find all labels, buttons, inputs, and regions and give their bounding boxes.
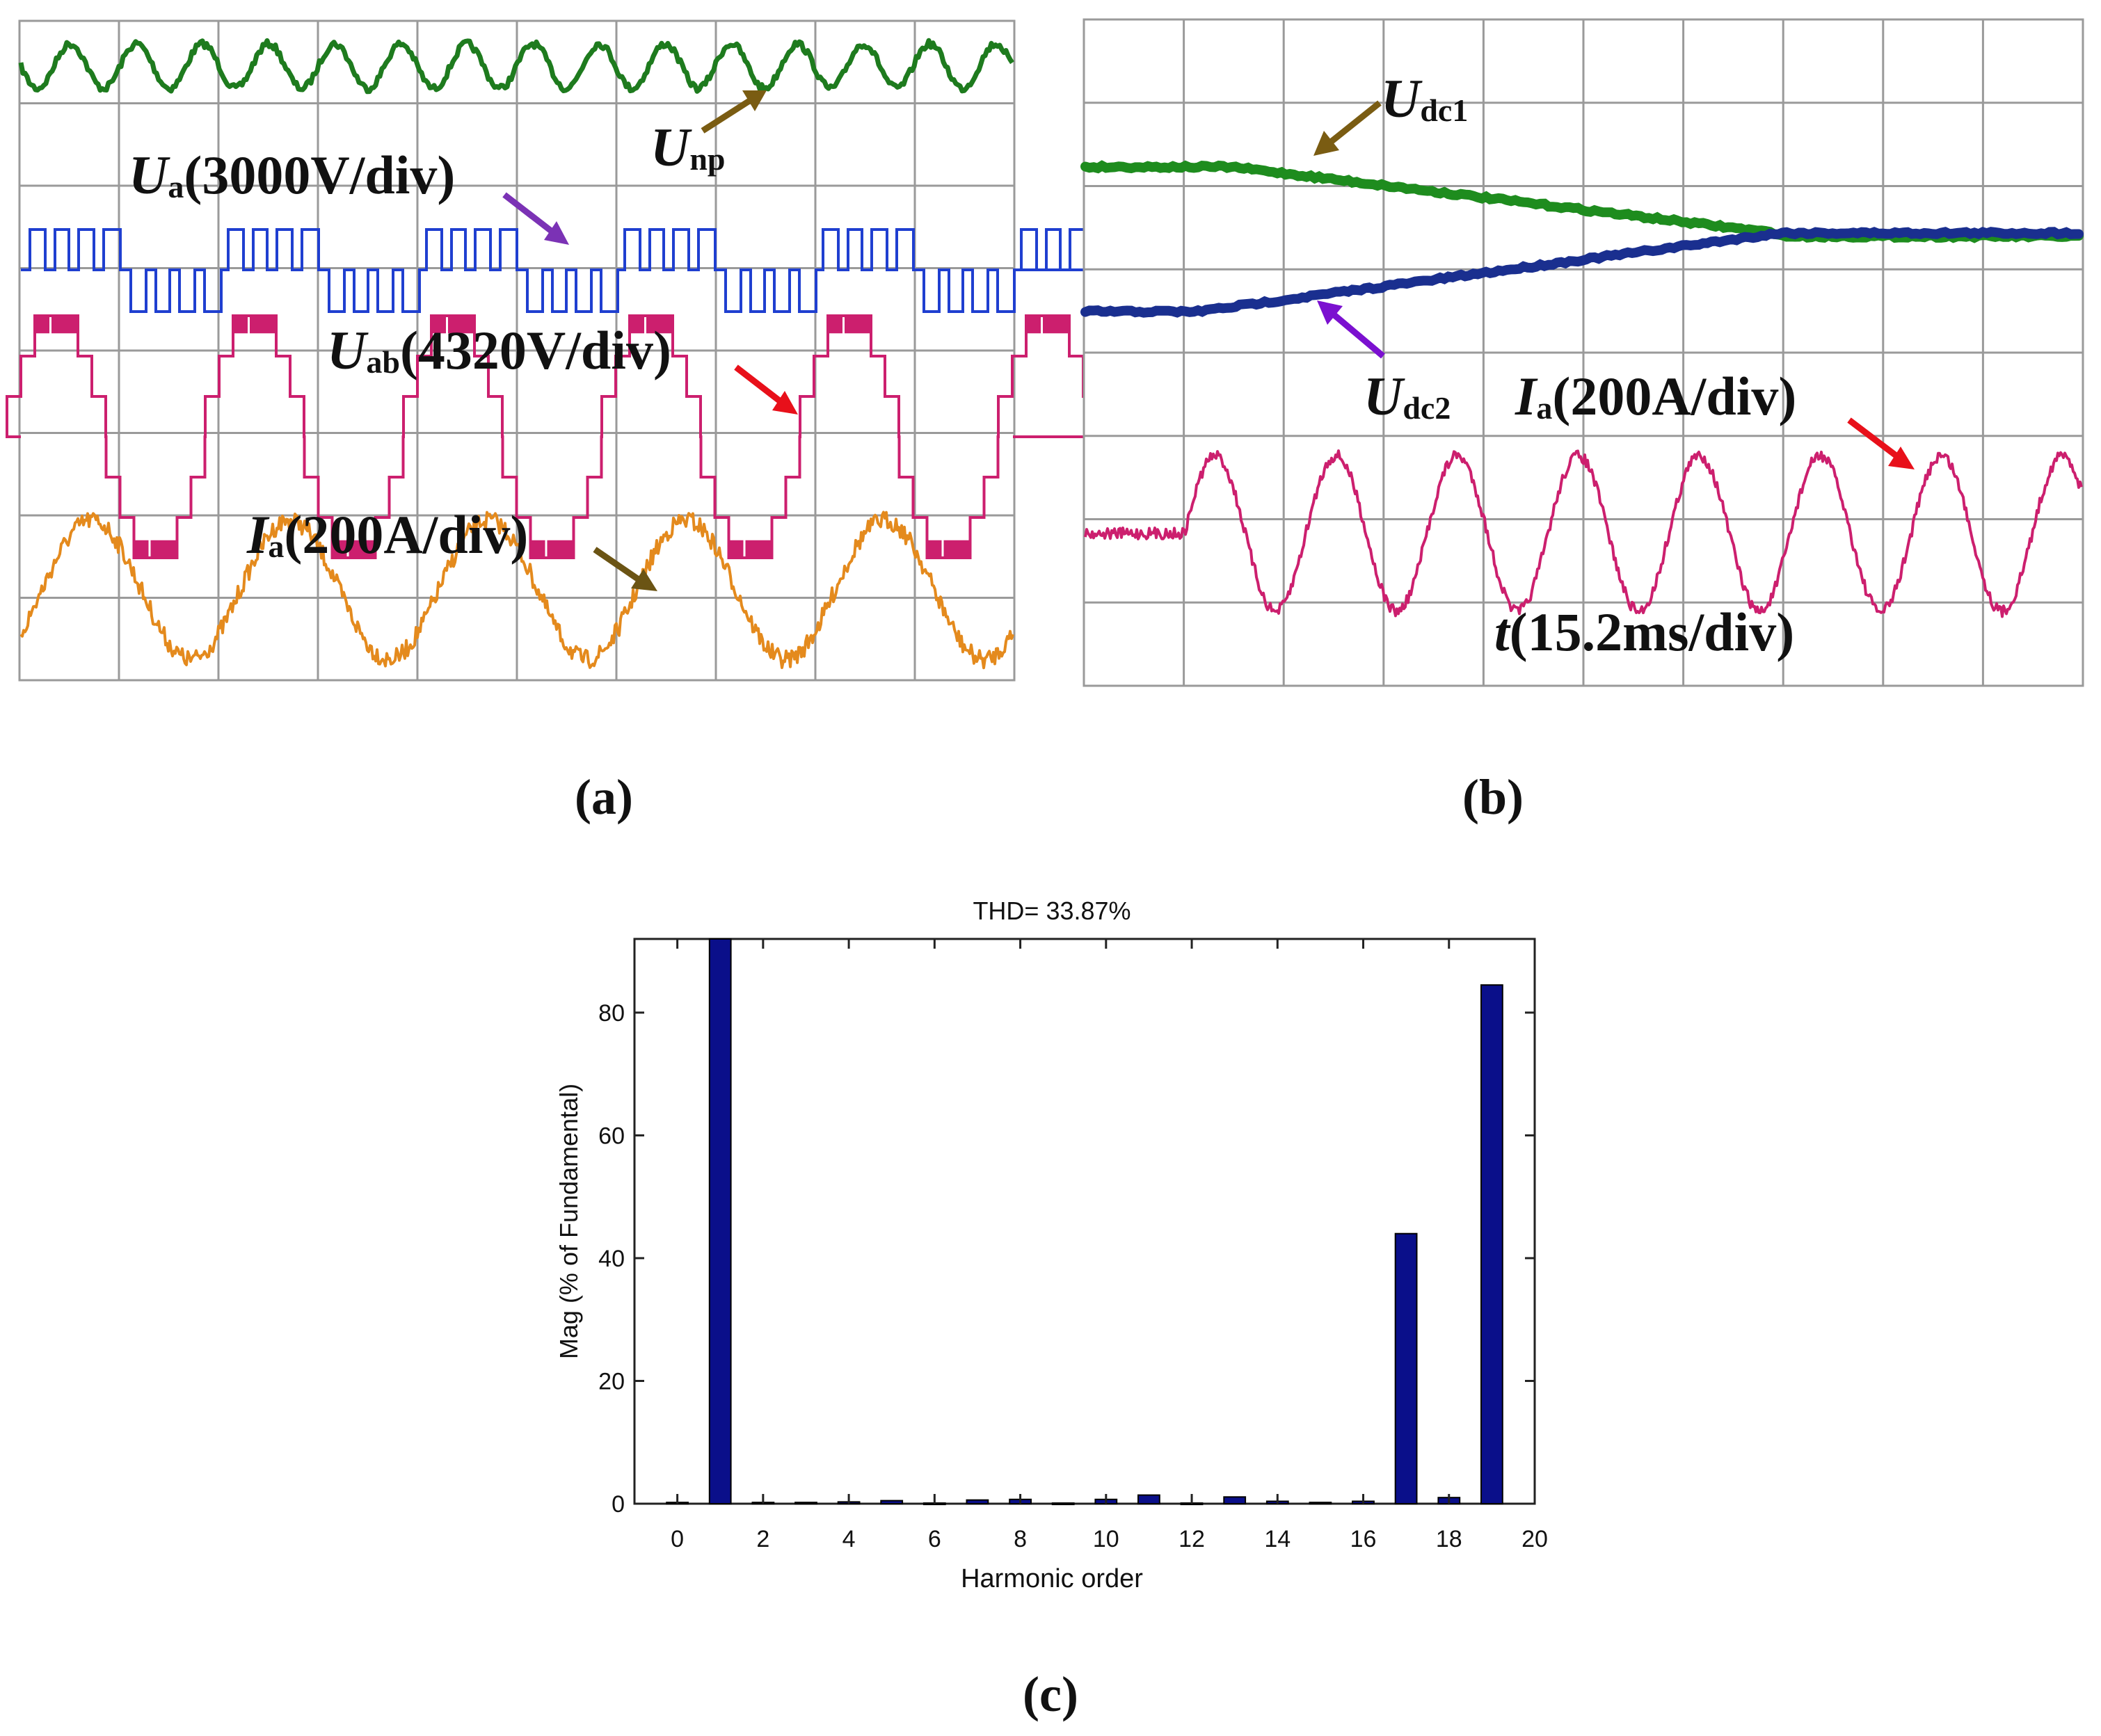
arrow-udc2-head xyxy=(1317,300,1343,325)
bar-h9 xyxy=(1051,1502,1075,1506)
x-tick-label: 0 xyxy=(671,1526,684,1552)
y-tick-label: 0 xyxy=(612,1491,625,1518)
arrow-ia-a-head xyxy=(631,569,657,591)
label-ia-a: Ia(200A/div) xyxy=(246,504,528,565)
bar-h1 xyxy=(708,938,732,1504)
arrow-udc2 xyxy=(1328,309,1385,359)
bar-h19 xyxy=(1480,984,1503,1504)
caption-a: (a) xyxy=(575,769,633,825)
label-uab: Uab(4320V/div) xyxy=(327,320,671,380)
caption-c: (c) xyxy=(1023,1666,1078,1722)
arrow-unp xyxy=(701,95,757,134)
bar-group xyxy=(666,938,1503,1506)
x-tick-label: 14 xyxy=(1264,1526,1291,1552)
bar-h7 xyxy=(966,1499,989,1504)
trace-ua xyxy=(21,228,1113,313)
y-tick-label: 80 xyxy=(598,1000,625,1027)
bar-h3 xyxy=(794,1502,817,1505)
bar-h15 xyxy=(1309,1502,1332,1505)
x-tick-label: 6 xyxy=(928,1526,941,1552)
label-unp: Unp xyxy=(650,117,726,177)
trace-udc2 xyxy=(1080,227,2084,318)
trace-uab xyxy=(6,314,1099,559)
arrow-unp-head xyxy=(742,90,767,111)
x-tick-label: 20 xyxy=(1521,1526,1548,1552)
label-ia-b: Ia(200A/div) xyxy=(1515,366,1796,426)
trace-ia-b xyxy=(1084,449,2083,618)
plot-area xyxy=(633,938,1536,1505)
x-tick-label: 16 xyxy=(1350,1526,1377,1552)
label-time: t(15.2ms/div) xyxy=(1494,602,1794,662)
arrow-udc1-head xyxy=(1313,131,1339,156)
y-tick-label: 40 xyxy=(598,1246,625,1272)
panel-b-oscilloscope: Udc1 Udc2 Ia(200A/div) t(15.2ms/div) (b) xyxy=(1080,18,2084,825)
arrow-udc1 xyxy=(1325,100,1382,147)
label-udc2: Udc2 xyxy=(1364,366,1451,426)
x-tick-label: 10 xyxy=(1093,1526,1119,1552)
arrow-ia-b-head xyxy=(1888,447,1915,469)
y-axis-label: Mag (% of Fundamental) xyxy=(554,1084,583,1359)
x-tick-label: 12 xyxy=(1179,1526,1205,1552)
x-tick-label: 18 xyxy=(1436,1526,1462,1552)
chart-title: THD= 33.87% xyxy=(973,897,1131,925)
bar-h17 xyxy=(1394,1232,1418,1504)
label-ua: Ua(3000V/div) xyxy=(129,145,455,205)
arrow-uab-head xyxy=(772,391,798,415)
arrow-ua-head xyxy=(544,221,569,245)
panel-c-harmonic-chart: THD= 33.87% 0 2 4 6 8 10 12 14 16 18 20 0 20 40 60 80 H… xyxy=(554,897,1548,1722)
arrow-ua xyxy=(502,192,559,238)
x-tick-label: 2 xyxy=(756,1526,769,1552)
y-tick-label: 20 xyxy=(598,1368,625,1395)
bar-h5 xyxy=(880,1500,904,1505)
y-tick-label: 60 xyxy=(598,1123,625,1149)
bar-h13 xyxy=(1223,1496,1247,1505)
trace-ia xyxy=(19,511,1014,670)
panel-a-oscilloscope: Unp Ua(3000V/div) Uab(4320V/div) Ia(200A… xyxy=(6,19,1113,825)
x-tick-label: 8 xyxy=(1014,1526,1027,1552)
x-axis-label: Harmonic order xyxy=(961,1564,1143,1593)
label-udc1: Udc1 xyxy=(1381,68,1468,129)
x-tick-label: 4 xyxy=(842,1526,856,1552)
caption-b: (b) xyxy=(1462,769,1524,825)
panel-a-grid xyxy=(19,21,1014,680)
arrow-ia-b xyxy=(1847,417,1903,462)
bar-h11 xyxy=(1137,1494,1160,1505)
axis-ticks: 0 2 4 6 8 10 12 14 16 18 20 0 20 40 60 80 xyxy=(598,939,1548,1552)
arrow-uab xyxy=(734,364,787,408)
arrow-ia-a xyxy=(593,547,646,586)
trace-unp xyxy=(18,38,1014,95)
